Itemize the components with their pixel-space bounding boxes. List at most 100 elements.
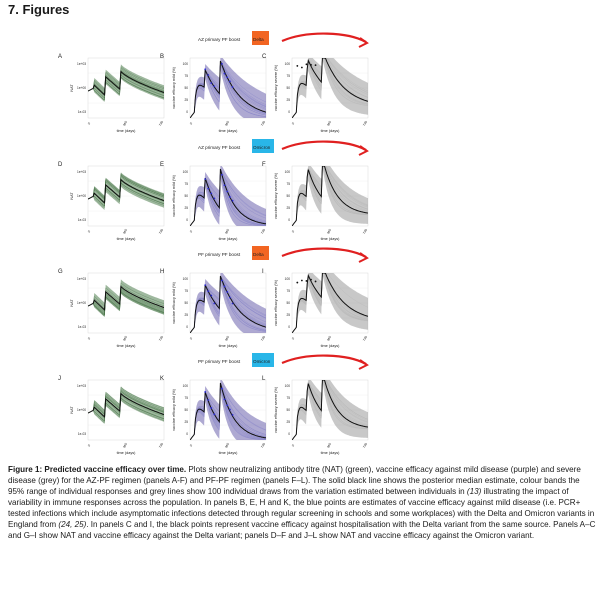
x-tick-label: 0 — [291, 122, 295, 126]
individual-draw — [190, 168, 266, 226]
x-tick-label: 0 — [291, 444, 295, 448]
y-tick-label: 1e+03 — [77, 62, 86, 66]
nat-draw — [88, 292, 164, 316]
figure-row-2: AZ primary PF boost Omicron D NAT 1e+03 1e+00… — [58, 139, 369, 241]
nat-draw — [88, 66, 164, 92]
individual-draw — [292, 273, 368, 333]
individual-draw — [190, 382, 266, 440]
x-tick-label: 730 — [158, 228, 164, 235]
y-tick-label: 50 — [286, 301, 290, 305]
y-tick-label: 0 — [288, 218, 290, 222]
red-arrow — [281, 354, 367, 365]
figure-row-3: PF primary PF boost Delta G NAT 1e+03 1e+00 1e… — [58, 246, 369, 348]
y-tick-label: 75 — [286, 396, 290, 400]
caption-label: Figure 1: Predicted vaccine efficacy ove… — [8, 465, 187, 474]
individual-draw — [190, 275, 266, 333]
panel-letter: L — [262, 376, 266, 382]
individual-draw — [292, 166, 368, 226]
nat-draw — [88, 173, 164, 200]
nat-draw — [88, 184, 164, 209]
x-tick-label: 0 — [189, 122, 193, 126]
plot-content — [88, 386, 164, 424]
individual-draw — [292, 58, 368, 118]
y-tick-label: 25 — [286, 313, 290, 317]
y-tick-label: 1e+00 — [77, 408, 86, 412]
plot-content — [190, 58, 266, 118]
x-axis-label: time (days) — [219, 344, 239, 348]
blue-point — [210, 407, 213, 409]
row-title: PF primary PF boost — [198, 359, 241, 364]
x-tick-label: 365 — [326, 442, 332, 449]
x-tick-label: 365 — [224, 442, 230, 449]
x-tick-label: 730 — [362, 120, 368, 127]
y-tick-label: 50 — [184, 194, 188, 198]
y-axis-label: NAT — [70, 84, 74, 92]
y-tick-label: 25 — [184, 313, 188, 317]
individual-draw — [190, 60, 266, 118]
individual-draw — [190, 168, 266, 226]
blue-point — [213, 197, 216, 200]
y-tick-label: 75 — [184, 289, 188, 293]
x-tick-label: 730 — [362, 442, 368, 449]
y-tick-label: 1e+00 — [77, 86, 86, 90]
y-axis-label: vaccine efficacy severe (%) — [274, 279, 278, 326]
blue-point — [231, 413, 234, 416]
individual-draw — [190, 382, 266, 440]
individual-draw — [292, 166, 368, 226]
nat-draw — [88, 72, 164, 97]
figure-1: AZ primary PF boost Delta A NAT 1e+03 1e+00 1e… — [58, 31, 369, 455]
individual-draw — [292, 58, 368, 118]
plot-content — [190, 166, 266, 226]
figure-row-4: PF primary PF boost Omicron J NAT 1e+03 1e+00… — [58, 353, 369, 455]
nat-draw — [88, 173, 164, 200]
blue-point — [210, 192, 213, 195]
black-point — [314, 64, 317, 67]
section-heading: 7. Figures — [8, 2, 70, 17]
nat-draw — [88, 291, 164, 316]
nat-draw — [88, 174, 164, 200]
individual-draw — [292, 58, 368, 118]
individual-draw — [292, 166, 368, 226]
x-tick-label: 0 — [189, 337, 193, 341]
nat-draw — [88, 288, 164, 313]
individual-draw — [292, 58, 368, 118]
individual-draw — [190, 382, 266, 440]
x-tick-label: 365 — [122, 120, 128, 127]
plot-content — [292, 166, 368, 226]
blue-point — [210, 82, 213, 85]
plot-content — [88, 64, 164, 102]
x-axis-label: time (days) — [117, 451, 137, 455]
median-line — [88, 70, 164, 96]
variant-tag-label: Delta — [253, 252, 264, 257]
y-tick-label: 1e+00 — [77, 301, 86, 305]
individual-draw — [292, 380, 368, 440]
individual-draw — [292, 166, 368, 226]
x-tick-label: 730 — [158, 442, 164, 449]
nat-draw — [88, 74, 164, 99]
individual-draw — [190, 275, 266, 333]
panel-letter: H — [160, 269, 164, 275]
y-axis-label: vaccine efficacy severe (%) — [274, 64, 278, 111]
blue-point — [207, 187, 210, 190]
individual-draw — [292, 166, 368, 226]
nat-band — [88, 279, 164, 317]
individual-draw — [292, 166, 368, 226]
individual-draw — [190, 382, 266, 440]
black-point — [296, 65, 299, 67]
x-tick-label: 365 — [224, 335, 230, 342]
nat-draw — [88, 176, 164, 200]
nat-draw — [88, 289, 164, 314]
y-tick-label: 25 — [286, 98, 290, 102]
black-point — [300, 66, 303, 69]
blue-point — [221, 387, 223, 390]
caption-text-1: Plots show neutralizing antibody titre (… — [8, 465, 581, 497]
individual-draw — [190, 382, 266, 440]
black-point — [310, 278, 312, 281]
blue-point — [231, 302, 234, 305]
y-tick-label: 1e-03 — [78, 325, 86, 329]
nat-draw — [88, 174, 164, 200]
y-axis-label: vaccine efficacy mild (%) — [172, 66, 176, 108]
